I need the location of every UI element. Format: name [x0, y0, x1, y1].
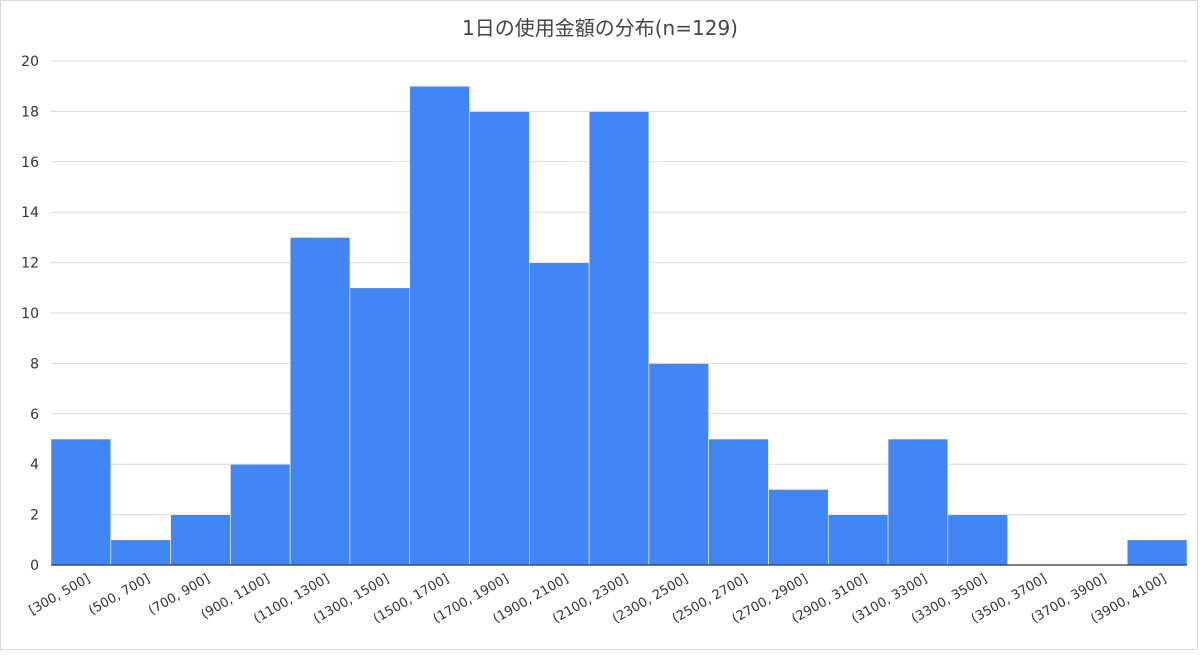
bar: [588, 111, 650, 566]
bar: [289, 237, 351, 566]
bar: [648, 363, 709, 566]
bar: [1126, 539, 1188, 566]
y-tick-label: 12: [21, 256, 39, 272]
bar: [887, 438, 949, 566]
y-tick-label: 8: [30, 356, 39, 372]
y-tick-label: 20: [21, 54, 39, 70]
y-tick-label: 18: [21, 104, 39, 120]
bar: [110, 539, 171, 566]
chart-title: 1日の使用金額の分布(n=129): [462, 16, 738, 40]
bar: [708, 438, 769, 566]
bar: [768, 489, 829, 566]
y-tick-label: 2: [30, 508, 39, 524]
bars: [50, 85, 1188, 566]
bar: [50, 438, 112, 566]
bar: [529, 262, 590, 566]
y-tick-label: 0: [30, 558, 39, 574]
y-tick-label: 10: [21, 306, 39, 322]
y-tick-label: 14: [21, 205, 39, 221]
x-tick-labels: [300, 500](500, 700](700, 900](900, 1100…: [26, 571, 1169, 626]
bar: [469, 111, 530, 566]
y-tick-labels: 0 2 4 6 8 10 12 14 16 18 20: [21, 54, 39, 574]
bar: [947, 514, 1008, 566]
bar: [230, 463, 291, 566]
bar: [170, 514, 231, 566]
x-tick-label: (500, 700]: [86, 571, 152, 618]
y-tick-label: 6: [30, 407, 39, 423]
x-tick-label: [300, 500]: [26, 571, 92, 618]
y-tick-label: 16: [21, 155, 39, 171]
y-tick-label: 4: [30, 457, 39, 473]
bar: [349, 287, 411, 566]
bar: [827, 514, 889, 566]
bar: [409, 85, 470, 566]
